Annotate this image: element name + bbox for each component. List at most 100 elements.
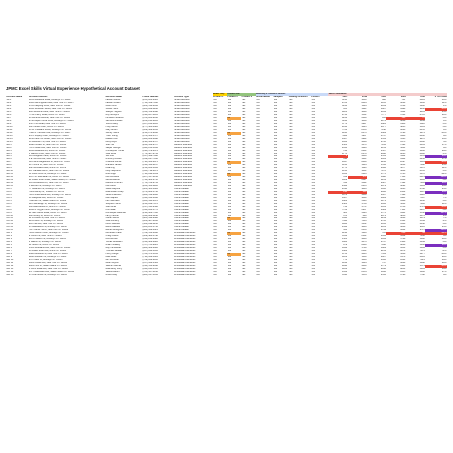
table-cell[interactable]: Yes	[288, 270, 293, 273]
table-cell[interactable]: Yes	[213, 182, 217, 185]
table-cell[interactable]: 3799	[380, 229, 386, 232]
table-cell[interactable]: 16%	[441, 137, 447, 140]
table-cell[interactable]: Yes	[288, 247, 293, 250]
table-cell[interactable]: Yes	[311, 179, 315, 182]
table-cell[interactable]: (409) 968-0052	[142, 128, 158, 131]
table-cell[interactable]: Small Business	[174, 137, 190, 140]
table-cell[interactable]: No	[226, 117, 242, 121]
table-cell[interactable]: Yes	[227, 190, 231, 193]
table-cell[interactable]: Yes	[288, 190, 293, 193]
table-cell[interactable]: Yes	[311, 120, 315, 123]
table-cell[interactable]: (342) 889-1238	[142, 214, 158, 217]
table-cell[interactable]: Yes	[255, 176, 260, 179]
table-cell[interactable]: MB 7	[6, 161, 12, 164]
table-cell[interactable]: 7170	[380, 170, 386, 173]
table-cell[interactable]: Small Business	[174, 114, 190, 117]
table-cell[interactable]: 66 Windmill Avenue, New York NY 10024	[28, 117, 70, 120]
table-cell[interactable]: Yes	[227, 264, 231, 267]
table-cell[interactable]: 9036	[400, 128, 406, 131]
table-cell[interactable]: SB 15	[6, 140, 13, 143]
table-cell[interactable]: Yes	[213, 149, 217, 152]
table-cell[interactable]: 8568	[400, 179, 406, 182]
table-cell[interactable]: 6370	[400, 255, 406, 258]
table-cell[interactable]: 5480	[419, 105, 425, 108]
table-cell[interactable]: 89%	[425, 244, 447, 248]
table-cell[interactable]: Yes	[311, 247, 315, 250]
table-cell[interactable]: Holly Garza	[105, 125, 118, 128]
table-cell[interactable]: Yes	[213, 167, 217, 170]
table-cell[interactable]: 781	[401, 99, 406, 102]
table-cell[interactable]: -1%	[442, 152, 447, 155]
table-cell[interactable]: 1987	[380, 108, 386, 111]
table-cell[interactable]: Yes	[255, 238, 260, 241]
table-cell[interactable]: (650) 738-6472	[142, 170, 158, 173]
table-cell[interactable]: 6664	[400, 229, 406, 232]
table-cell[interactable]: Yes	[273, 229, 278, 232]
table-cell[interactable]: (988) 628-4621	[142, 229, 158, 232]
table-cell[interactable]: 3667	[342, 137, 348, 140]
table-cell[interactable]: 22 Sutton St, Bronx NY 10451	[28, 244, 59, 247]
table-cell[interactable]: McFarlan Kraus	[105, 232, 122, 235]
table-cell[interactable]: 8758	[400, 205, 406, 208]
table-cell[interactable]: 5049	[419, 241, 425, 244]
table-cell[interactable]: Lawson Moore	[105, 99, 121, 102]
table-cell[interactable]: (925) 828-4268	[142, 108, 158, 111]
table-cell[interactable]: Yes	[311, 167, 315, 170]
table-cell[interactable]: Yes	[311, 223, 315, 226]
table-cell[interactable]: Darlene Pritchen	[105, 182, 123, 185]
table-cell[interactable]: Yes	[255, 167, 260, 170]
table-cell[interactable]: Yes	[311, 102, 315, 105]
table-cell[interactable]: Yes	[227, 241, 231, 244]
table-cell[interactable]: 8 E. Nichols Ave, New York NY 10027	[28, 158, 67, 161]
table-cell[interactable]: Yes	[255, 117, 260, 120]
table-cell[interactable]: 4554	[400, 235, 406, 238]
table-cell[interactable]: Small Business	[174, 134, 190, 137]
table-cell[interactable]: Rasmussen Peep	[105, 190, 124, 193]
table-cell[interactable]: OR 1	[6, 187, 12, 190]
table-cell[interactable]: Yes	[255, 164, 260, 167]
table-cell[interactable]: Yes	[227, 182, 231, 185]
table-cell[interactable]: Yes	[288, 155, 293, 158]
table-cell[interactable]: 3511	[381, 164, 386, 167]
table-cell[interactable]: Warner Mitchell	[105, 264, 122, 267]
table-cell[interactable]: -1%	[442, 193, 447, 196]
table-cell[interactable]: 7833	[400, 114, 406, 117]
table-cell[interactable]: 228	[386, 232, 406, 236]
table-cell[interactable]: -9%	[442, 199, 447, 202]
table-cell[interactable]: 3643	[380, 235, 386, 238]
table-cell[interactable]: (778) 786-8734	[142, 182, 158, 185]
table-cell[interactable]: 1250	[342, 164, 348, 167]
table-cell[interactable]: 3612	[380, 258, 386, 261]
table-cell[interactable]: 1554	[361, 273, 367, 276]
table-cell[interactable]: Yes	[273, 220, 278, 223]
table-cell[interactable]: Zoila Hurst	[105, 105, 117, 108]
table-cell[interactable]: Yes	[311, 241, 315, 244]
table-cell[interactable]: Yes	[311, 173, 315, 176]
table-cell[interactable]: No	[226, 131, 242, 135]
table-cell[interactable]: Yes	[273, 102, 278, 105]
table-cell[interactable]: Yes	[213, 161, 217, 164]
table-cell[interactable]: MB 3	[6, 149, 12, 152]
table-cell[interactable]: Online Retailer	[174, 229, 190, 232]
table-cell[interactable]: (894) 254-5392	[142, 146, 158, 149]
table-cell[interactable]: Yes	[311, 164, 315, 167]
table-cell[interactable]: Yes	[311, 226, 315, 229]
table-cell[interactable]: Yes	[213, 199, 217, 202]
table-cell[interactable]: Tomas Goldstein	[105, 241, 123, 244]
table-cell[interactable]: Yes	[288, 99, 293, 102]
table-cell[interactable]: 98%	[425, 190, 447, 194]
table-cell[interactable]: 7117 Berlin Hill Dr, New York NY 10009	[28, 229, 69, 232]
table-cell[interactable]: Yes	[311, 217, 315, 220]
table-cell[interactable]: Dionna Lam	[105, 238, 118, 241]
table-cell[interactable]: 82 San Carlos Road, Bronx NY 10467	[28, 211, 67, 214]
table-cell[interactable]: Online Retailer	[174, 211, 190, 214]
table-cell[interactable]: Yes	[241, 196, 246, 199]
table-cell[interactable]: 5161	[419, 155, 425, 158]
table-cell[interactable]: Yes	[288, 105, 293, 108]
table-cell[interactable]: Yes	[273, 264, 278, 267]
table-cell[interactable]: Yes	[273, 187, 278, 190]
table-cell[interactable]: Yes	[227, 155, 231, 158]
table-cell[interactable]: Yes	[213, 120, 217, 123]
table-cell[interactable]: Yes	[288, 244, 293, 247]
table-cell[interactable]: Yes	[227, 146, 231, 149]
